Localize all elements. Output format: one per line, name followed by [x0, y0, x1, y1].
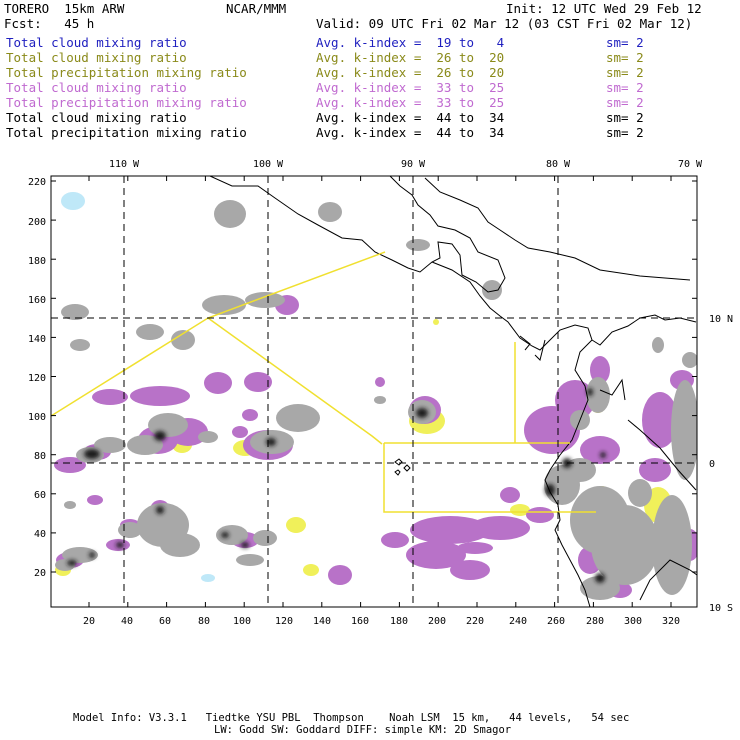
legend-smoothing: sm= 2 [606, 110, 644, 125]
x-tick-label: 240 [509, 616, 527, 627]
legend-smoothing: sm= 2 [606, 95, 644, 110]
legend-name: Total precipitation mixing ratio [6, 125, 247, 140]
longitude-labels: 110 W 100 W 90 W 80 W 70 W [109, 159, 703, 170]
model-info: Model Info: V3.3.1 Tiedtke YSU PBL Thomp… [73, 712, 630, 724]
x-tick-label: 200 [428, 616, 446, 627]
legend-kindex: Avg. k-index = 19 to 4 [316, 35, 505, 50]
y-tick-label: 80 [34, 451, 46, 462]
x-tick-label: 80 [198, 616, 210, 627]
legend-name: Total cloud mixing ratio [6, 35, 187, 50]
longitude-label: 80 W [546, 159, 571, 170]
y-tick-label: 160 [28, 295, 46, 306]
left-axis-labels: 220 200 180 160 140 120 100 80 60 40 20 [28, 177, 46, 579]
legend-kindex: Avg. k-index = 44 to 34 [316, 110, 505, 125]
y-tick-label: 140 [28, 334, 46, 345]
forecast-hour: Fcst: 45 h [4, 16, 95, 31]
legend-name: Total precipitation mixing ratio [6, 65, 247, 80]
legend-smoothing: sm= 2 [606, 80, 644, 95]
legend-smoothing: sm= 2 [606, 35, 644, 50]
x-tick-label: 260 [547, 616, 565, 627]
heavy-cloud-layer [67, 388, 606, 583]
x-tick-label: 280 [586, 616, 604, 627]
x-tick-label: 140 [313, 616, 331, 627]
y-tick-label: 120 [28, 373, 46, 384]
longitude-label: 110 W [109, 159, 140, 170]
legend-smoothing: sm= 2 [606, 125, 644, 140]
y-tick-label: 100 [28, 412, 46, 423]
longitude-label: 70 W [678, 159, 703, 170]
x-tick-label: 300 [624, 616, 642, 627]
legend-name: Total precipitation mixing ratio [6, 95, 247, 110]
longitude-label: 90 W [401, 159, 426, 170]
valid-time: Valid: 09 UTC Fri 02 Mar 12 (03 CST Fri … [316, 16, 693, 31]
x-tick-label: 40 [121, 616, 133, 627]
y-tick-label: 200 [28, 217, 46, 228]
legend-smoothing: sm= 2 [606, 50, 644, 65]
y-tick-label: 40 [34, 529, 46, 540]
legend-kindex: Avg. k-index = 33 to 25 [316, 95, 505, 110]
physics-info: LW: Godd SW: Goddard DIFF: simple KM: 2D… [214, 724, 512, 736]
x-tick-label: 20 [83, 616, 95, 627]
map-frame [50, 175, 698, 608]
domain-boundaries [51, 251, 596, 513]
axis-ticks [51, 176, 697, 607]
legend-kindex: Avg. k-index = 44 to 34 [316, 125, 505, 140]
y-tick-label: 180 [28, 256, 46, 267]
x-tick-label: 180 [390, 616, 408, 627]
bottom-axis-labels: 20 40 60 80 100 120 140 160 180 200 220 … [83, 616, 680, 627]
legend-kindex: Avg. k-index = 26 to 20 [316, 65, 505, 80]
longitude-label: 100 W [253, 159, 284, 170]
latitude-labels: 10 N 0 10 S [709, 314, 733, 614]
x-tick-label: 60 [159, 616, 171, 627]
legend-name: Total cloud mixing ratio [6, 80, 187, 95]
x-tick-label: 100 [233, 616, 251, 627]
latitude-label: 10 S [709, 603, 733, 614]
legend-kindex: Avg. k-index = 33 to 25 [316, 80, 505, 95]
y-tick-label: 60 [34, 490, 46, 501]
organization-label: NCAR/MMM [226, 1, 287, 16]
y-tick-label: 20 [34, 568, 46, 579]
x-tick-label: 120 [275, 616, 293, 627]
y-tick-label: 220 [28, 177, 46, 188]
latitude-label: 0 [709, 459, 715, 470]
legend-name: Total cloud mixing ratio [6, 50, 187, 65]
legend-kindex: Avg. k-index = 26 to 20 [316, 50, 505, 65]
cloud-mixing-ratio-layer [55, 200, 697, 600]
legend-name: Total cloud mixing ratio [6, 110, 187, 125]
init-time: Init: 12 UTC Wed 29 Feb 12 [506, 1, 702, 16]
x-tick-label: 160 [351, 616, 369, 627]
latitude-label: 10 N [709, 314, 733, 325]
model-title: TORERO 15km ARW [4, 1, 125, 16]
legend-smoothing: sm= 2 [606, 65, 644, 80]
x-tick-label: 220 [466, 616, 484, 627]
x-tick-label: 320 [662, 616, 680, 627]
